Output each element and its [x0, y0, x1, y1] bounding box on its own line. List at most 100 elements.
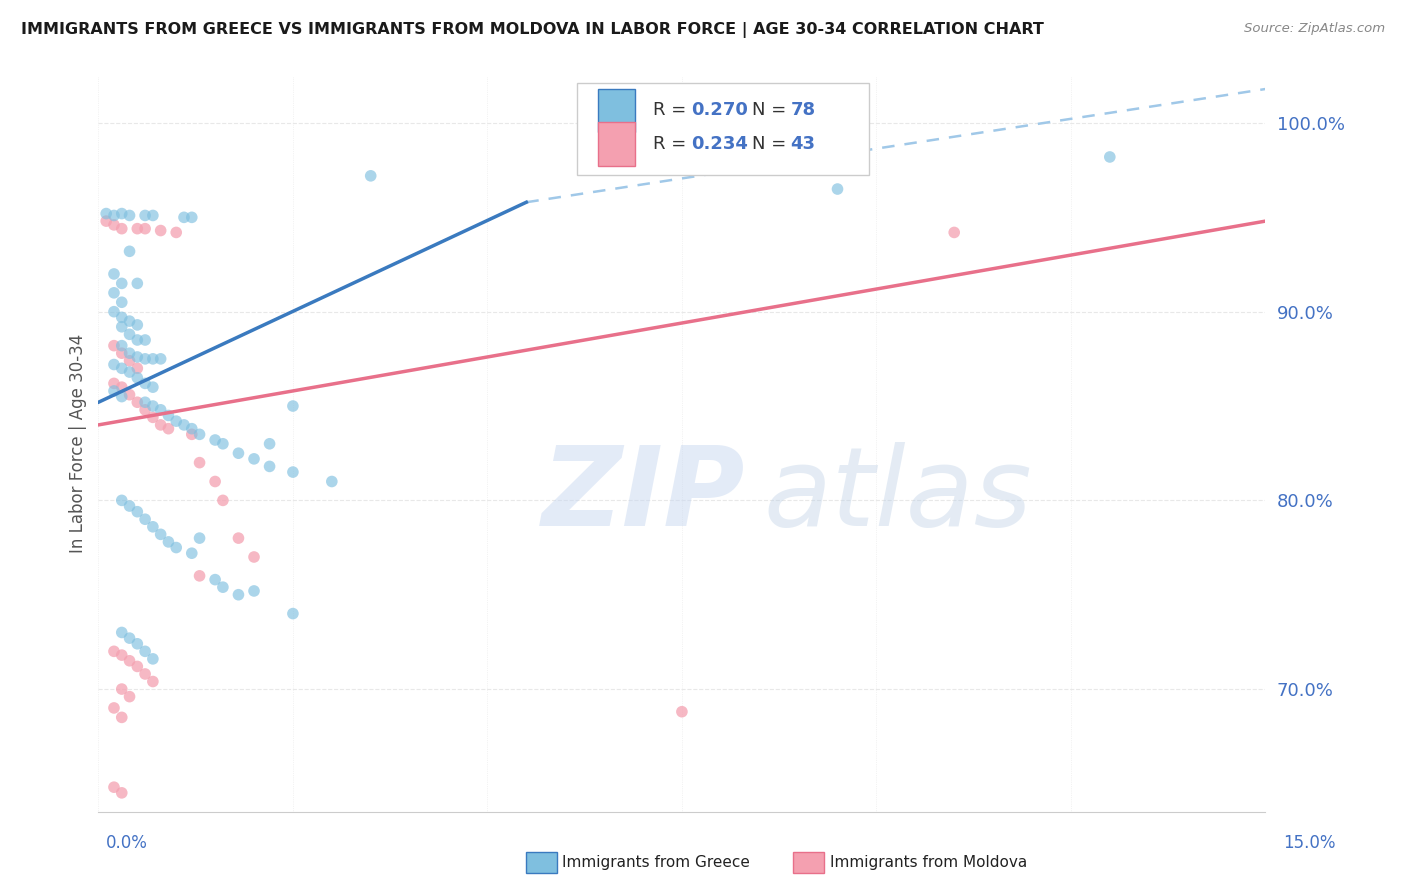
Text: 15.0%: 15.0% [1284, 834, 1336, 852]
Point [111, 346, 134, 360]
Point [111, 786, 134, 800]
Point [157, 422, 180, 436]
Point [111, 295, 134, 310]
Text: 0.270: 0.270 [692, 102, 748, 120]
Point [228, 531, 250, 545]
Point [103, 701, 125, 715]
Text: Source: ZipAtlas.com: Source: ZipAtlas.com [1244, 22, 1385, 36]
Point [165, 414, 187, 428]
Point [127, 395, 149, 409]
Point [259, 437, 281, 451]
Point [134, 644, 156, 658]
Point [212, 437, 235, 451]
Point [118, 327, 141, 342]
Point [111, 310, 134, 325]
Point [142, 652, 165, 666]
Text: atlas: atlas [763, 442, 1032, 549]
Point [134, 221, 156, 235]
Text: Immigrants from Moldova: Immigrants from Moldova [830, 855, 1026, 870]
Point [118, 353, 141, 368]
Point [188, 427, 211, 442]
Point [134, 333, 156, 347]
Point [180, 422, 202, 436]
Point [188, 569, 211, 583]
Point [212, 580, 235, 594]
Point [111, 682, 134, 697]
Point [228, 446, 250, 460]
Point [111, 625, 134, 640]
Point [243, 549, 266, 564]
Point [103, 376, 125, 391]
Point [180, 427, 202, 442]
Point [103, 304, 125, 318]
Point [943, 226, 966, 240]
Text: N =: N = [752, 102, 792, 120]
FancyBboxPatch shape [598, 122, 636, 166]
Point [142, 399, 165, 413]
Point [142, 351, 165, 366]
Point [111, 380, 134, 394]
Text: IMMIGRANTS FROM GREECE VS IMMIGRANTS FROM MOLDOVA IN LABOR FORCE | AGE 30-34 COR: IMMIGRANTS FROM GREECE VS IMMIGRANTS FRO… [21, 22, 1045, 38]
Point [157, 409, 180, 423]
Point [127, 333, 149, 347]
Point [180, 546, 202, 560]
Text: R =: R = [652, 136, 692, 153]
Point [134, 376, 156, 391]
Point [96, 206, 118, 220]
Point [111, 221, 134, 235]
Point [281, 465, 304, 479]
Point [118, 244, 141, 259]
Text: 0.0%: 0.0% [105, 834, 148, 852]
Point [173, 417, 195, 432]
FancyBboxPatch shape [576, 83, 869, 175]
Point [118, 690, 141, 704]
FancyBboxPatch shape [598, 89, 636, 133]
Text: 78: 78 [790, 102, 815, 120]
Point [103, 218, 125, 232]
Point [827, 182, 849, 196]
Text: Immigrants from Greece: Immigrants from Greece [562, 855, 751, 870]
Point [204, 433, 226, 447]
Point [360, 169, 382, 183]
Point [142, 520, 165, 534]
Point [134, 209, 156, 223]
Point [1098, 150, 1121, 164]
Point [149, 351, 172, 366]
Point [103, 780, 125, 795]
Point [228, 588, 250, 602]
Point [173, 211, 195, 225]
Point [111, 319, 134, 334]
Point [111, 277, 134, 291]
Point [243, 584, 266, 599]
Point [103, 285, 125, 300]
Point [321, 475, 343, 489]
Point [243, 451, 266, 466]
Point [96, 214, 118, 228]
Point [259, 459, 281, 474]
Point [111, 710, 134, 724]
Point [134, 351, 156, 366]
Point [165, 226, 187, 240]
Point [149, 527, 172, 541]
Point [118, 654, 141, 668]
Text: 0.234: 0.234 [692, 136, 748, 153]
Point [127, 361, 149, 376]
Point [142, 674, 165, 689]
Point [165, 541, 187, 555]
Point [671, 705, 693, 719]
Point [127, 637, 149, 651]
Point [127, 659, 149, 673]
Point [281, 399, 304, 413]
Point [142, 410, 165, 425]
Point [204, 475, 226, 489]
Point [118, 209, 141, 223]
Point [127, 277, 149, 291]
Point [204, 573, 226, 587]
Point [127, 318, 149, 332]
Point [103, 384, 125, 398]
Point [111, 648, 134, 662]
Point [118, 499, 141, 513]
Text: ZIP: ZIP [541, 442, 745, 549]
Point [149, 223, 172, 237]
Point [149, 402, 172, 417]
